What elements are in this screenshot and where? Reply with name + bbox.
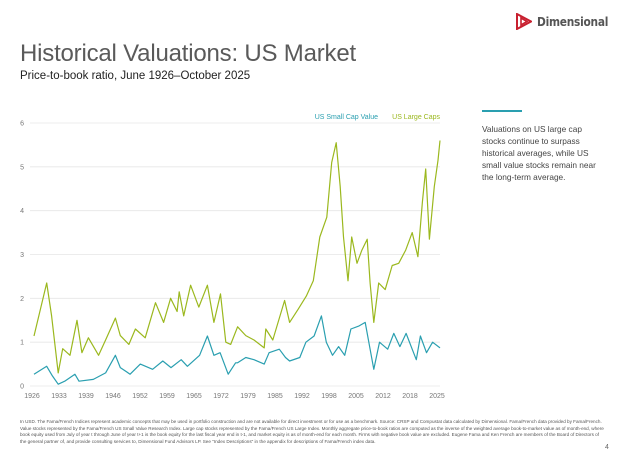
x-tick-label: 2018 [402, 393, 418, 400]
x-tick-label: 1998 [321, 393, 337, 400]
series-line-us-large-caps [33, 140, 441, 374]
x-tick-label: 1926 [24, 393, 40, 400]
gridlines [30, 122, 440, 387]
brand-name: Dimensional [537, 14, 609, 29]
y-tick-label: 5 [20, 164, 24, 171]
x-tick-label: 1965 [186, 393, 202, 400]
x-tick-label: 1933 [51, 393, 67, 400]
x-tick-label: 2012 [375, 393, 391, 400]
x-tick-label: 2005 [348, 393, 364, 400]
x-axis-ticks: 1926 1933 1939 1946 1952 1959 1965 1972 1979 1985… [24, 393, 445, 400]
x-tick-label: 1979 [240, 393, 256, 400]
legend-item: US Small Cap Value [315, 114, 378, 121]
accent-rule [482, 110, 522, 112]
page-title: Historical Valuations: US Market [20, 40, 356, 67]
x-tick-label: 1985 [267, 393, 283, 400]
x-tick-label: 1992 [294, 393, 310, 400]
footnote: In USD. The Fama/French Indices represen… [20, 419, 604, 444]
y-tick-label: 6 [20, 121, 24, 128]
series-line-us-small-cap-value [33, 315, 441, 385]
legend-item: US Large Caps [392, 114, 440, 121]
x-tick-label: 1952 [132, 393, 148, 400]
series-lines [33, 140, 441, 385]
y-tick-label: 3 [20, 252, 24, 259]
dimensional-logo-mark-icon [516, 13, 532, 30]
legend: US Small Cap Value US Large Caps [315, 114, 441, 121]
x-tick-label: 1959 [159, 393, 175, 400]
y-axis-ticks: 0 1 2 3 4 5 6 [20, 121, 24, 391]
x-tick-label: 1946 [105, 393, 121, 400]
dimensional-logo: Dimensional [516, 13, 621, 30]
y-tick-label: 2 [20, 296, 24, 303]
page-number: 4 [605, 444, 609, 451]
y-tick-label: 4 [20, 208, 24, 215]
y-tick-label: 1 [20, 340, 24, 347]
y-tick-label: 0 [20, 384, 24, 391]
key-takeaway-text: Valuations on US large cap stocks contin… [482, 124, 596, 182]
x-tick-label: 2025 [429, 393, 445, 400]
x-tick-label: 1972 [213, 393, 229, 400]
x-tick-label: 1939 [78, 393, 94, 400]
page-subtitle: Price-to-book ratio, June 1926–October 2… [20, 70, 251, 82]
price-to-book-chart: 0 1 2 3 4 5 6 1926 1933 1939 1946 1952 1959 1965 1972… [20, 114, 445, 400]
